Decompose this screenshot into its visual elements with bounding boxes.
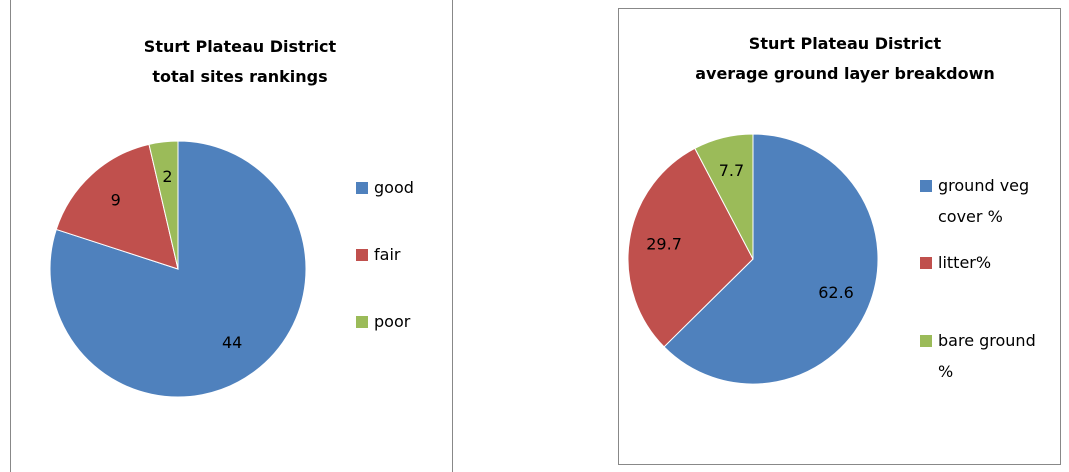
data-label: 44 xyxy=(222,333,242,352)
pie-slice xyxy=(55,143,179,270)
pie-slice xyxy=(627,147,754,348)
legend-item: litter% xyxy=(920,247,1040,278)
legend-label: litter% xyxy=(938,253,992,272)
legend-label: bare ground % xyxy=(938,331,1036,381)
legend-label: poor xyxy=(374,312,411,331)
legend-swatch xyxy=(920,335,932,347)
legend-swatch xyxy=(356,249,368,261)
data-label: 29.7 xyxy=(646,235,682,254)
data-label: 2 xyxy=(162,167,172,186)
chart-title: Sturt Plateau District average ground la… xyxy=(695,34,995,83)
legend-label: ground veg cover % xyxy=(938,176,1030,226)
data-label: 9 xyxy=(111,191,121,210)
chart-title: Sturt Plateau District total sites ranki… xyxy=(143,37,337,86)
legend-item: bare ground % xyxy=(920,325,1040,387)
legend-swatch xyxy=(356,182,368,194)
pie-slice xyxy=(694,133,754,260)
legend-label: fair xyxy=(374,245,401,264)
legend-swatch xyxy=(356,316,368,328)
legend-swatch xyxy=(920,180,932,192)
data-label: 7.7 xyxy=(719,161,744,180)
legend-item: ground veg cover % xyxy=(920,170,1040,232)
pie-slice xyxy=(663,133,879,385)
legend-item: good xyxy=(356,172,476,203)
legend-label: good xyxy=(374,178,414,197)
legend-item: poor xyxy=(356,306,476,337)
chart-frame xyxy=(618,8,1061,465)
chart-frame xyxy=(10,0,453,472)
legend-swatch xyxy=(920,257,932,269)
legend-item: fair xyxy=(356,239,476,270)
data-label: 62.6 xyxy=(818,283,854,302)
pie-slice xyxy=(148,140,179,270)
